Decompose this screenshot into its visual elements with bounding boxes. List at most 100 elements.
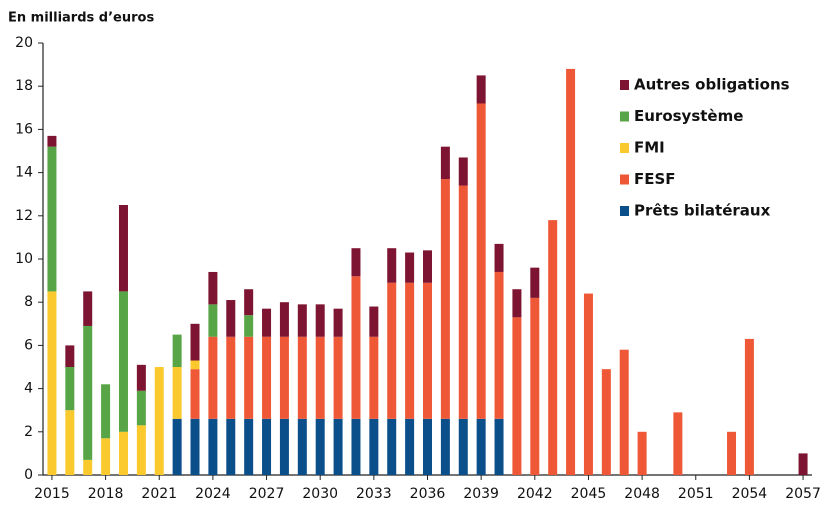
x-tick-label: 2030 xyxy=(302,486,338,502)
x-tick-label: 2036 xyxy=(410,486,446,502)
legend-label: Eurosystème xyxy=(634,107,743,125)
bar-segment xyxy=(494,271,504,419)
bar-segment xyxy=(136,390,146,426)
bar-segment xyxy=(136,364,146,391)
legend-label: Prêts bilatéraux xyxy=(634,202,771,220)
bar-segment xyxy=(351,276,361,419)
bar-segment xyxy=(226,418,236,475)
bar-segment xyxy=(244,289,254,316)
bar-segment xyxy=(262,308,272,337)
bar-segment xyxy=(118,431,128,475)
bar-segment xyxy=(279,418,289,475)
x-tick-label: 2057 xyxy=(785,486,821,502)
bar-segment xyxy=(440,146,450,180)
bar-segment xyxy=(351,248,361,277)
bar-segment xyxy=(458,418,468,475)
bar-segment xyxy=(118,291,128,432)
x-tick-label: 2045 xyxy=(571,486,607,502)
bar-segment xyxy=(405,418,415,475)
x-tick-label: 2021 xyxy=(141,486,177,502)
bar-segment xyxy=(744,338,754,475)
bar-segment xyxy=(494,418,504,475)
bar-segment xyxy=(637,431,647,475)
bar-segment xyxy=(619,349,629,475)
bar-segment xyxy=(476,103,486,419)
x-tick-label: 2051 xyxy=(678,486,714,502)
bar-segment xyxy=(190,369,200,419)
legend-swatch xyxy=(620,143,629,153)
bar-segment xyxy=(65,367,75,411)
x-tick-label: 2015 xyxy=(34,486,70,502)
bar-segment xyxy=(279,336,289,419)
x-tick-label: 2033 xyxy=(356,486,392,502)
bar-segment xyxy=(583,293,593,475)
bar-segment xyxy=(262,336,272,419)
x-tick-label: 2048 xyxy=(624,486,660,502)
bar-segment xyxy=(279,302,289,337)
bar-segment xyxy=(369,418,379,475)
bar-segment xyxy=(297,304,307,337)
bar-segment xyxy=(387,248,397,283)
bar-segment xyxy=(798,453,808,475)
bar-segment xyxy=(387,418,397,475)
bar-segment xyxy=(530,297,540,475)
bar-segment xyxy=(208,271,218,305)
bar-segment xyxy=(369,306,379,337)
bar-segment xyxy=(83,325,93,460)
bar-segment xyxy=(512,289,522,318)
bar-segment xyxy=(172,418,182,475)
y-tick-label: 18 xyxy=(15,78,33,94)
bar-segment xyxy=(47,135,57,147)
bar-segment xyxy=(333,418,343,475)
bar-segment xyxy=(226,336,236,419)
bar-segment xyxy=(208,336,218,419)
bar-segment xyxy=(494,243,504,272)
bar-segment xyxy=(297,418,307,475)
bar-segment xyxy=(440,418,450,475)
x-tick-label: 2042 xyxy=(517,486,553,502)
bar-segment xyxy=(673,412,683,475)
bar-segment xyxy=(47,291,57,475)
bar-segment xyxy=(387,282,397,419)
bar-segment xyxy=(136,425,146,475)
bar-segment xyxy=(208,418,218,475)
y-tick-label: 12 xyxy=(15,208,33,224)
legend-swatch xyxy=(620,111,629,122)
legend-label: Autres obligations xyxy=(634,76,790,94)
y-tick-label: 14 xyxy=(15,165,33,181)
y-tick-label: 8 xyxy=(24,294,33,310)
bar-segment xyxy=(405,282,415,419)
bar-segment xyxy=(727,431,737,475)
bar-segment xyxy=(440,179,450,419)
bar-segment xyxy=(369,336,379,419)
x-tick-label: 2054 xyxy=(732,486,768,502)
legend-swatch xyxy=(620,206,629,216)
bar-segment xyxy=(458,157,468,186)
bar-segment xyxy=(333,336,343,419)
bar-segment xyxy=(226,300,236,337)
bar-segment xyxy=(315,418,325,475)
bar-segment xyxy=(423,418,432,475)
bar-segment xyxy=(244,315,254,337)
y-tick-label: 4 xyxy=(24,381,33,397)
bar-segment xyxy=(172,367,182,419)
bar-segment xyxy=(101,438,111,475)
bar-segment xyxy=(190,360,200,370)
bar-segment xyxy=(530,267,540,298)
bar-segment xyxy=(172,334,182,367)
bar-segment xyxy=(548,220,558,475)
bar-segment xyxy=(315,304,325,337)
bar-segment xyxy=(83,459,93,475)
bar-segment xyxy=(351,418,361,475)
x-tick-label: 2039 xyxy=(463,486,499,502)
legend-label: FESF xyxy=(634,170,676,188)
bar-segment xyxy=(190,418,200,475)
bar-segment xyxy=(154,367,164,475)
bar-segment xyxy=(244,418,254,475)
legend-label: FMI xyxy=(634,139,665,157)
bar-segment xyxy=(566,68,576,476)
x-tick-label: 2024 xyxy=(195,486,231,502)
y-tick-label: 6 xyxy=(24,337,33,353)
bar-segment xyxy=(101,384,111,439)
bar-segment xyxy=(118,205,128,292)
